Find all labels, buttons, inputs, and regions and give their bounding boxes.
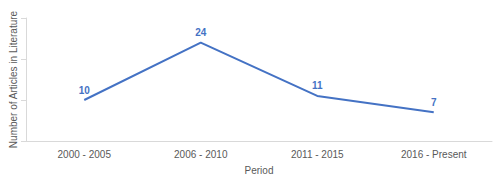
svg-text:2016 - Present: 2016 - Present bbox=[401, 149, 467, 160]
svg-text:Period: Period bbox=[245, 165, 274, 176]
svg-text:24: 24 bbox=[195, 27, 207, 38]
svg-text:2000 - 2005: 2000 - 2005 bbox=[58, 149, 112, 160]
svg-text:10: 10 bbox=[79, 85, 91, 96]
svg-text:11: 11 bbox=[312, 80, 323, 91]
svg-text:Number of Articles in Literatu: Number of Articles in Literature bbox=[8, 10, 19, 148]
svg-text:7: 7 bbox=[431, 97, 437, 108]
svg-text:2006 - 2010: 2006 - 2010 bbox=[174, 149, 228, 160]
svg-text:2011 - 2015: 2011 - 2015 bbox=[291, 149, 344, 160]
